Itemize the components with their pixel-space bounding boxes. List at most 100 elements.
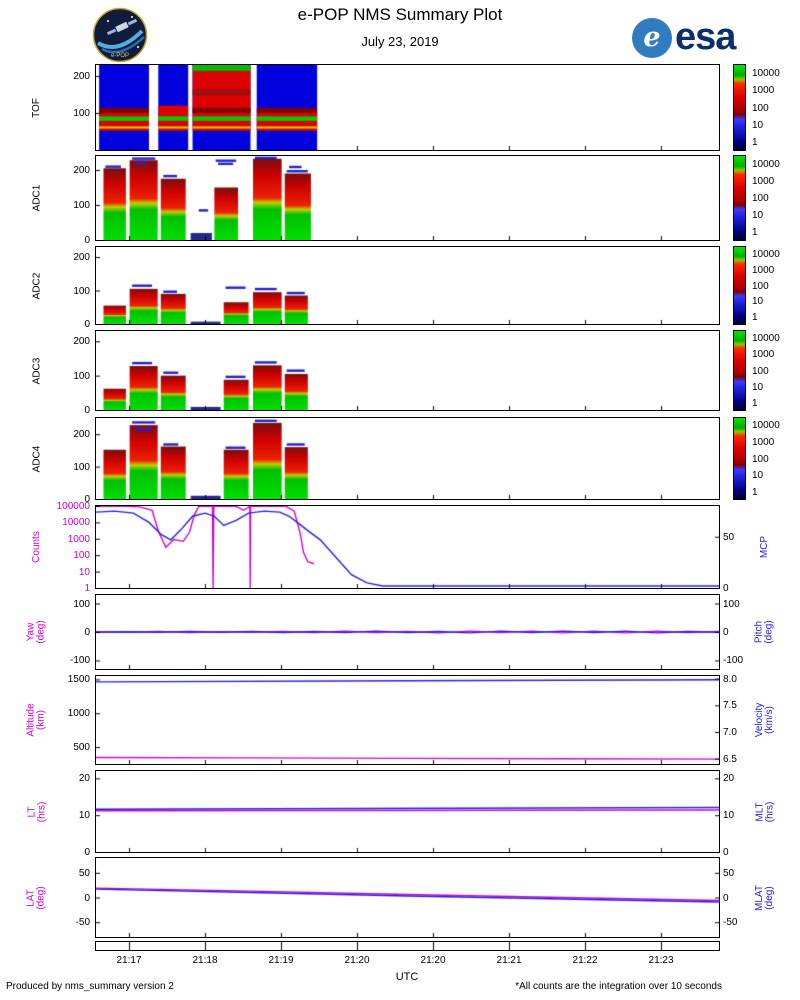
ytick-adc3: 0 <box>84 405 90 416</box>
ytick-adc1: 200 <box>73 165 90 176</box>
left-axis-title-tof: TOF <box>20 64 54 151</box>
right-axis-title-altitude-text: Velocity (km/s) <box>754 702 775 738</box>
colorbar-adc4 <box>733 417 746 500</box>
footer-note: *All counts are the integration over 10 … <box>515 981 722 992</box>
ytick-tof: 200 <box>73 71 90 83</box>
canvas-counts <box>96 506 719 588</box>
ytick-adc1: 0 <box>84 235 90 246</box>
xtick-label: 21:22 <box>572 955 598 966</box>
plot-date: July 23, 2019 <box>361 34 439 49</box>
colorbar-label: 10000 <box>752 333 780 345</box>
panel-yaw <box>95 594 720 670</box>
rtick-counts: 0 <box>723 583 729 594</box>
xtick-label: 21:20 <box>344 955 370 966</box>
xtick-label: 21:17 <box>116 955 142 966</box>
colorbar-label: 1 <box>752 312 758 324</box>
xtick-label: 21:23 <box>648 955 674 966</box>
ytick-adc2: 200 <box>73 252 90 264</box>
xtick-label: 21:19 <box>268 955 294 966</box>
footer-produced-by: Produced by nms_summary version 2 <box>6 981 174 992</box>
ytick-adc4: 200 <box>73 429 90 441</box>
ytick-adc2: 100 <box>73 285 90 297</box>
ytick-counts: 100000 <box>56 501 90 512</box>
colorbar-label: 10 <box>752 119 764 131</box>
right-axis-title-yaw-text: Pitch (deg) <box>753 620 775 644</box>
colorbar-label: 100 <box>752 102 769 114</box>
ytick-adc4: 100 <box>73 461 90 473</box>
ytick-yaw: -100 <box>69 655 90 667</box>
esa-logo-disc-icon: e <box>632 17 672 58</box>
ytick-counts: 10000 <box>62 517 90 529</box>
rtick-yaw: 0 <box>723 627 729 638</box>
canvas-adc2 <box>96 247 719 324</box>
rtick-lt: 10 <box>723 810 735 822</box>
ytick-lat: -50 <box>75 917 90 929</box>
canvas-adc1 <box>96 156 719 240</box>
ytick-yaw: 100 <box>73 598 90 610</box>
left-axis-title-adc2-text: ADC2 <box>31 272 42 299</box>
colorbar-label: 10000 <box>752 420 780 432</box>
ytick-adc3: 200 <box>73 336 90 348</box>
canvas-lat <box>96 858 719 937</box>
panel-altitude <box>95 675 720 765</box>
ytick-counts: 10 <box>78 566 90 578</box>
left-axis-title-counts: Counts <box>20 505 54 589</box>
canvas-strip <box>96 942 719 950</box>
colorbar-label: 1 <box>752 137 758 149</box>
ytick-altitude: 1500 <box>67 674 90 686</box>
canvas-yaw <box>96 595 719 669</box>
canvas-adc4 <box>96 418 719 499</box>
right-axis-title-counts-text: MCP <box>758 535 770 559</box>
ytick-counts: 1 <box>84 583 90 594</box>
colorbar-label: 10000 <box>752 248 780 260</box>
colorbar-adc2 <box>733 246 746 325</box>
mission-patch-icon: e-POP <box>92 7 148 63</box>
rtick-lat: 50 <box>723 867 735 879</box>
x-axis-title: UTC <box>395 971 419 983</box>
left-axis-title-adc3: ADC3 <box>20 330 54 411</box>
rtick-yaw: 100 <box>723 598 740 610</box>
colorbar-label: 1000 <box>752 175 775 187</box>
panel-tof <box>95 64 720 151</box>
xtick-label: 21:21 <box>496 955 522 966</box>
colorbar-label: 10 <box>752 470 764 482</box>
left-axis-title-adc1-text: ADC1 <box>31 184 42 212</box>
xtick-label: 21:18 <box>192 955 218 966</box>
ytick-yaw: 0 <box>84 627 90 638</box>
panel-adc3 <box>95 330 720 411</box>
rtick-yaw: -100 <box>723 655 744 667</box>
colorbar-label: 100 <box>752 280 769 292</box>
colorbar-label: 10000 <box>752 67 780 79</box>
colorbar-label: 10 <box>752 381 764 393</box>
colorbar-label: 1000 <box>752 85 775 97</box>
colorbar-adc1 <box>733 155 746 241</box>
colorbar-label: 100 <box>752 365 769 377</box>
colorbar-label: 1000 <box>752 264 775 276</box>
epop-mission-patch-logo: e-POP <box>92 7 148 63</box>
ytick-adc1: 100 <box>73 200 90 211</box>
esa-disc-letter: e <box>643 22 661 53</box>
left-axis-title-yaw: Yaw (deg) <box>20 594 54 670</box>
left-axis-title-lat-text: LAT (deg) <box>25 885 47 910</box>
colorbar-label: 1 <box>752 227 758 239</box>
ytick-counts: 1000 <box>67 533 90 545</box>
panel-adc1 <box>95 155 720 241</box>
left-axis-title-adc2: ADC2 <box>20 246 54 325</box>
ytick-counts: 100 <box>73 550 90 562</box>
right-axis-title-lat-text: MLAT (deg) <box>754 884 775 911</box>
panel-adc4 <box>95 417 720 500</box>
ytick-lt: 20 <box>78 773 90 785</box>
rtick-lt: 0 <box>723 847 729 858</box>
canvas-lt <box>96 771 719 852</box>
ytick-lat: 50 <box>78 867 90 879</box>
colorbar-label: 1 <box>752 397 758 409</box>
rtick-altitude: 7.0 <box>723 727 737 738</box>
colorbar-label: 10000 <box>752 158 780 170</box>
left-axis-title-adc3-text: ADC3 <box>31 357 42 384</box>
left-axis-title-counts-text: Counts <box>31 531 42 563</box>
panel-adc2 <box>95 246 720 325</box>
colorbar-adc3 <box>733 330 746 411</box>
ytick-altitude: 1000 <box>67 708 90 720</box>
ytick-adc3: 100 <box>73 370 90 382</box>
left-axis-title-altitude-text: Altitude (km) <box>25 703 47 737</box>
